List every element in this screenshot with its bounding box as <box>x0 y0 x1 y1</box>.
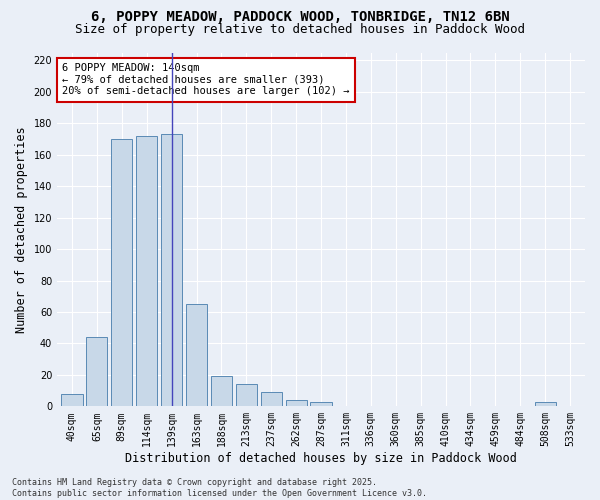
Text: Size of property relative to detached houses in Paddock Wood: Size of property relative to detached ho… <box>75 22 525 36</box>
Y-axis label: Number of detached properties: Number of detached properties <box>15 126 28 332</box>
Bar <box>286 400 307 406</box>
Bar <box>186 304 207 406</box>
Bar <box>535 402 556 406</box>
Text: Contains HM Land Registry data © Crown copyright and database right 2025.
Contai: Contains HM Land Registry data © Crown c… <box>12 478 427 498</box>
Bar <box>236 384 257 406</box>
X-axis label: Distribution of detached houses by size in Paddock Wood: Distribution of detached houses by size … <box>125 452 517 465</box>
Bar <box>86 337 107 406</box>
Text: 6, POPPY MEADOW, PADDOCK WOOD, TONBRIDGE, TN12 6BN: 6, POPPY MEADOW, PADDOCK WOOD, TONBRIDGE… <box>91 10 509 24</box>
Bar <box>136 136 157 406</box>
Bar <box>61 394 83 406</box>
Bar <box>260 392 282 406</box>
Bar <box>211 376 232 406</box>
Text: 6 POPPY MEADOW: 140sqm
← 79% of detached houses are smaller (393)
20% of semi-de: 6 POPPY MEADOW: 140sqm ← 79% of detached… <box>62 63 350 96</box>
Bar <box>111 139 133 406</box>
Bar <box>310 402 332 406</box>
Bar <box>161 134 182 406</box>
